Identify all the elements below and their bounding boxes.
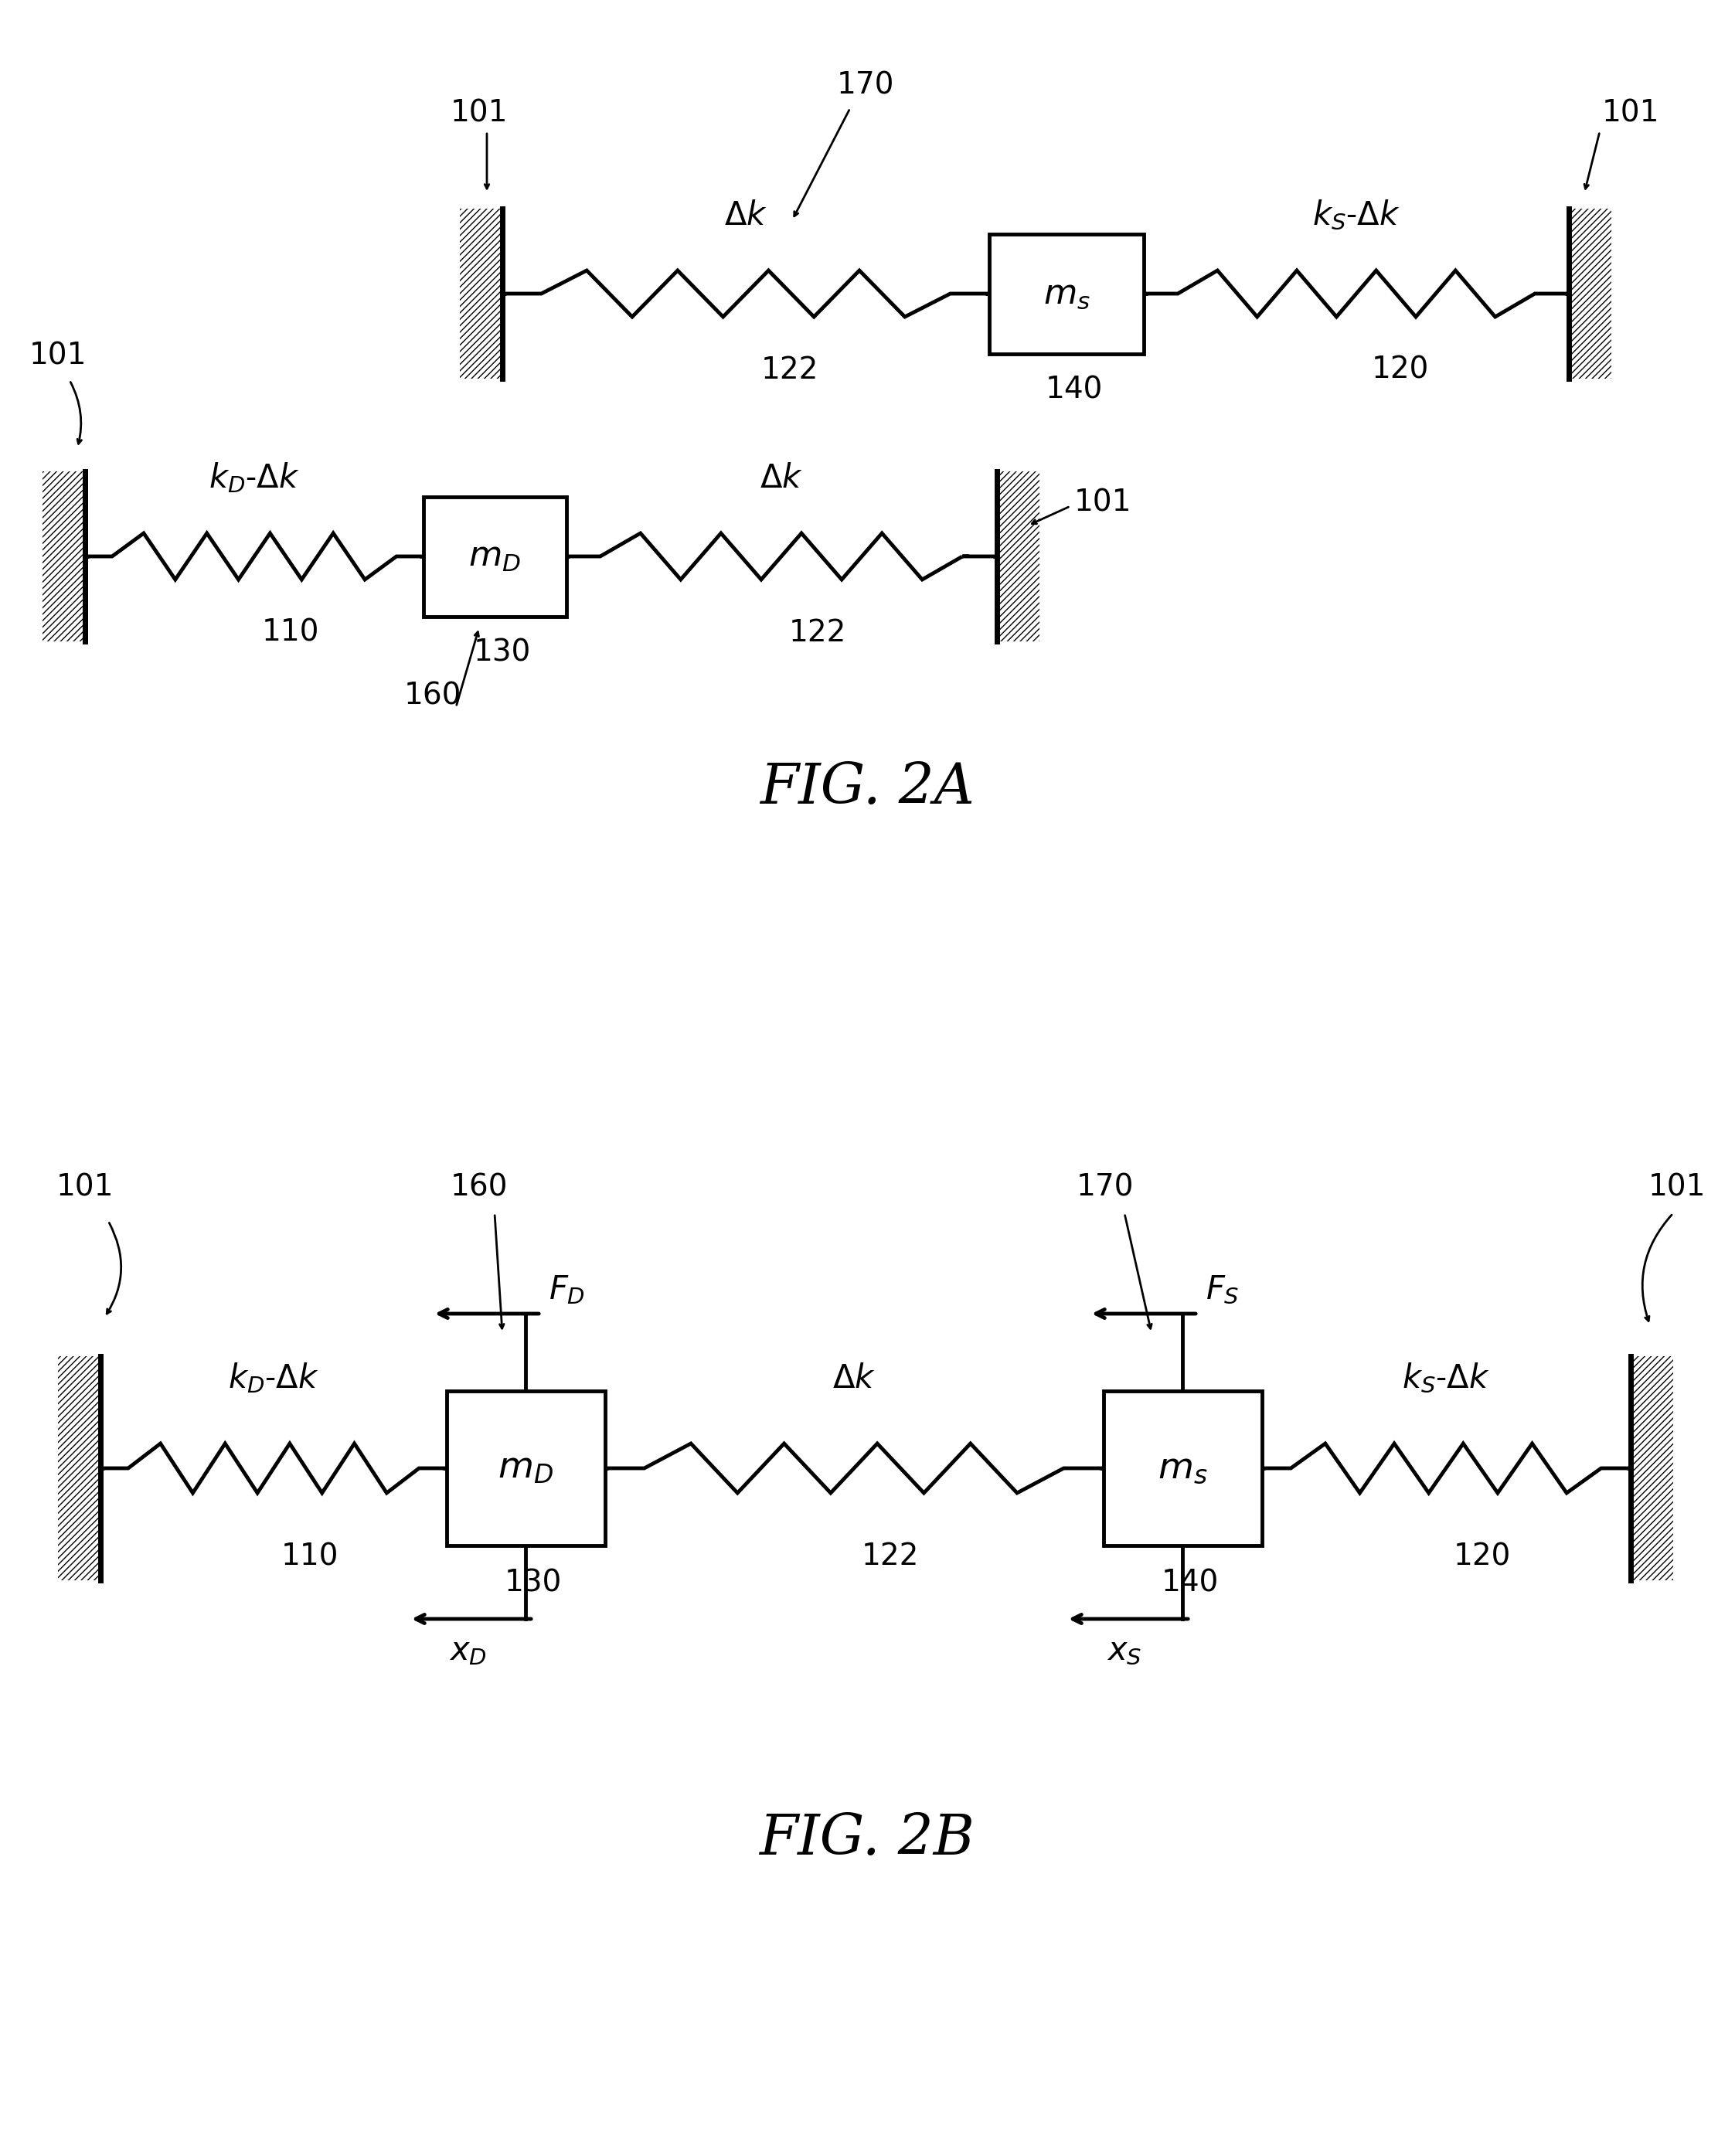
Text: 120: 120 [1372, 356, 1430, 384]
Text: 122: 122 [789, 619, 847, 647]
Text: 140: 140 [1046, 375, 1103, 403]
Text: 130: 130 [505, 1570, 562, 1598]
Text: $m_D$: $m_D$ [468, 539, 520, 573]
Bar [998, 472, 1039, 640]
Bar [423, 496, 566, 617]
Text: 101: 101 [29, 341, 87, 371]
Text: FIG. 2B: FIG. 2B [760, 1811, 975, 1867]
Bar [460, 209, 503, 379]
Text: $m_s$: $m_s$ [1043, 276, 1090, 310]
Text: $\Delta k$: $\Delta k$ [723, 198, 767, 233]
Bar [989, 233, 1143, 354]
Text: 160: 160 [451, 1173, 508, 1201]
Text: FIG. 2A: FIG. 2A [760, 761, 975, 815]
Text: 101: 101 [1074, 487, 1131, 517]
Text: 122: 122 [762, 356, 819, 384]
Text: 160: 160 [404, 681, 462, 711]
Text: $\Delta k$: $\Delta k$ [760, 461, 803, 494]
Text: 110: 110 [281, 1542, 338, 1572]
Text: 101: 101 [451, 99, 508, 127]
Text: $k_D$-$\Delta k$: $k_D$-$\Delta k$ [227, 1360, 319, 1395]
Text: 170: 170 [836, 71, 894, 101]
Text: $x_S$: $x_S$ [1107, 1634, 1142, 1667]
Text: 101: 101 [56, 1173, 115, 1201]
Text: 101: 101 [1601, 99, 1659, 127]
Bar [446, 1391, 606, 1546]
Text: $m_s$: $m_s$ [1157, 1451, 1208, 1485]
Text: $m_D$: $m_D$ [498, 1451, 553, 1485]
Text: 110: 110 [262, 619, 319, 647]
Text: $k_D$-$\Delta k$: $k_D$-$\Delta k$ [208, 461, 300, 494]
Text: $x_D$: $x_D$ [449, 1634, 486, 1667]
Text: $k_S$-$\Delta k$: $k_S$-$\Delta k$ [1312, 198, 1400, 233]
Text: 170: 170 [1076, 1173, 1135, 1201]
Bar [42, 472, 85, 640]
Text: $\Delta k$: $\Delta k$ [833, 1363, 876, 1395]
Text: 120: 120 [1454, 1542, 1511, 1572]
Text: $k_S$-$\Delta k$: $k_S$-$\Delta k$ [1402, 1360, 1490, 1395]
Text: 140: 140 [1161, 1570, 1220, 1598]
Text: 122: 122 [862, 1542, 920, 1572]
Text: $F_S$: $F_S$ [1206, 1274, 1239, 1307]
Text: $F_D$: $F_D$ [548, 1274, 585, 1307]
Text: 101: 101 [1648, 1173, 1706, 1201]
Text: 130: 130 [474, 638, 531, 666]
Bar [1103, 1391, 1261, 1546]
Bar [57, 1356, 101, 1580]
Bar [1568, 209, 1612, 379]
Bar [1631, 1356, 1673, 1580]
